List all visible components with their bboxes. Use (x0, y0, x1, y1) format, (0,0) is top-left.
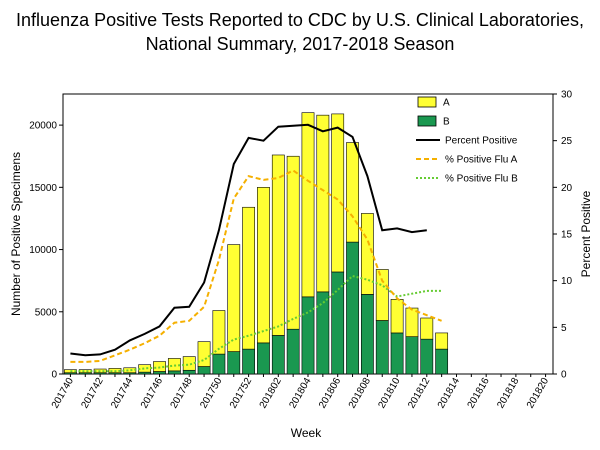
bar-a (346, 142, 359, 243)
bar-a (78, 369, 92, 374)
y2-tick-label: 15 (561, 230, 573, 241)
y2-tick-label: 20 (561, 183, 573, 194)
x-tick-label: 201804 (287, 376, 313, 411)
chart-subtitle: National Summary, 2017-2018 Season (146, 34, 455, 54)
legend-label: % Positive Flu A (445, 155, 518, 166)
bar-a (242, 206, 255, 350)
chart-title: Influenza Positive Tests Reported to CDC… (16, 10, 584, 30)
y-tick-label: 15000 (29, 183, 57, 194)
x-tick-label: 201806 (317, 376, 343, 411)
y-tick-label: 0 (51, 370, 57, 381)
y-tick-label: 5000 (35, 307, 58, 318)
bar-b (227, 351, 241, 375)
bar-a (375, 269, 389, 321)
line-pct-flu-a (70, 169, 442, 363)
bar-a (212, 310, 226, 355)
bar-b (257, 342, 270, 375)
x-tick-label: 201820 (525, 376, 551, 411)
bar-a (286, 155, 300, 330)
y2-tick-label: 5 (561, 323, 567, 334)
bar-b (212, 353, 226, 375)
x-tick-label: 201748 (169, 376, 195, 411)
y2-tick-label: 30 (561, 90, 573, 101)
x-tick-label: 201812 (406, 376, 432, 411)
x-tick-label: 201810 (376, 376, 402, 411)
legend-label: % Positive Flu B (445, 174, 518, 185)
legend-swatch (417, 115, 437, 127)
y-tick-label: 20000 (29, 121, 57, 132)
x-tick-label: 201740 (50, 376, 76, 411)
x-tick-label: 201746 (139, 376, 165, 411)
bar-b (435, 348, 449, 375)
legend-swatch (417, 96, 437, 108)
bar-a (316, 114, 330, 293)
bar-a (435, 332, 449, 350)
bar-b (316, 291, 330, 375)
legend-label: B (443, 117, 450, 128)
bar-b (346, 241, 359, 375)
bar-b (271, 335, 285, 375)
legend-label: Percent Positive (445, 136, 518, 147)
bar-a (420, 317, 434, 340)
x-axis-label: Week (291, 426, 322, 440)
bar-b (182, 369, 196, 375)
bar-a (257, 187, 270, 344)
x-tick-label: 201808 (347, 376, 373, 411)
x-tick-label: 201742 (80, 376, 106, 411)
bar-a (405, 307, 419, 337)
y2-tick-label: 10 (561, 276, 573, 287)
line-percent-positive (70, 123, 427, 357)
x-tick-label: 201816 (466, 376, 492, 411)
bar-b (242, 348, 255, 375)
bar-b (390, 332, 404, 375)
bar-a (123, 367, 137, 374)
bar-b (153, 371, 166, 375)
x-tick-label: 201750 (198, 376, 224, 411)
x-tick-label: 201744 (109, 376, 135, 411)
x-tick-label: 201818 (495, 376, 521, 411)
bar-b (361, 294, 374, 375)
bar-b (167, 370, 181, 375)
bar-b (301, 296, 315, 375)
bar-b (405, 336, 419, 375)
bar-b (420, 338, 434, 375)
y-tick-label: 10000 (29, 245, 57, 256)
bar-b (197, 366, 211, 375)
bar-b (286, 328, 300, 375)
bar-a (390, 299, 404, 334)
bar-a (197, 341, 211, 367)
line-pct-flu-b (70, 274, 442, 373)
y-axis-label: Number of Positive Specimens (9, 152, 23, 316)
x-tick-label: 201814 (436, 376, 462, 411)
bar-a (182, 356, 196, 371)
y2-tick-label: 0 (561, 370, 567, 381)
bar-b (375, 320, 389, 375)
chart-legend: AB Percent Positive % Positive Flu A % Posi… (416, 96, 518, 185)
legend-label: A (443, 98, 450, 109)
bar-a (301, 112, 315, 298)
y2-axis-label: Percent Positive (579, 190, 593, 277)
x-tick-label: 201802 (258, 376, 284, 411)
bar-a (271, 154, 285, 336)
y2-tick-label: 25 (561, 136, 573, 147)
bar-a (138, 364, 152, 373)
bar-a (227, 244, 241, 352)
bar-a (331, 113, 345, 273)
x-tick-label: 201752 (228, 376, 254, 411)
